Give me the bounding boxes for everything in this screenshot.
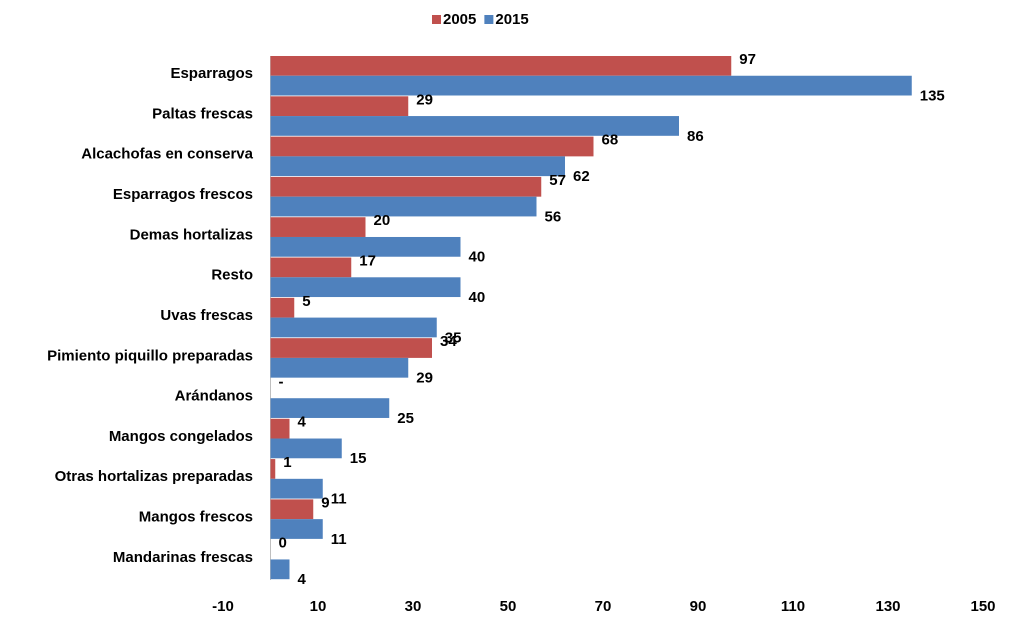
y-tick-label: Paltas frescas	[152, 105, 253, 122]
bar	[270, 438, 342, 459]
y-tick-label: Mangos frescos	[139, 509, 253, 526]
bar	[270, 459, 276, 479]
y-tick-label: Demas hortalizas	[130, 226, 253, 243]
x-tick-label: 110	[781, 598, 805, 615]
value-label: 11	[331, 531, 347, 548]
bar	[270, 156, 565, 177]
value-label: 35	[445, 329, 462, 346]
y-tick-label: Esparragos	[170, 65, 253, 82]
value-label: 15	[350, 450, 367, 467]
x-tick-label: -10	[212, 598, 234, 615]
x-tick-label: 30	[405, 598, 422, 615]
y-tick-label: Pimiento piquillo preparadas	[47, 347, 253, 364]
value-label: 68	[602, 132, 619, 149]
bar	[270, 398, 390, 418]
bar	[270, 75, 912, 96]
bar	[270, 357, 409, 378]
bar	[270, 196, 537, 217]
bar	[270, 257, 352, 278]
legend-swatch	[432, 15, 441, 24]
value-label: 97	[739, 51, 756, 68]
y-tick-label: Arándanos	[175, 388, 253, 405]
value-label: 5	[302, 293, 310, 310]
bar	[270, 116, 679, 136]
bar	[270, 519, 323, 539]
y-tick-label: Uvas frescas	[160, 307, 253, 324]
value-label: 62	[573, 168, 590, 185]
value-label: 29	[416, 370, 433, 387]
bar	[270, 478, 323, 499]
y-tick-label: Resto	[211, 267, 253, 284]
value-label: 56	[545, 208, 562, 225]
bar	[270, 418, 290, 439]
bar	[270, 56, 732, 76]
value-label: 34	[440, 333, 457, 350]
value-label: 20	[374, 212, 391, 229]
y-tick-label: Esparragos frescos	[113, 186, 253, 203]
y-tick-label: Mandarinas frescas	[113, 549, 253, 566]
bar	[270, 96, 409, 117]
x-tick-label: 130	[875, 598, 900, 615]
value-label: -	[279, 373, 284, 390]
value-label: 40	[469, 249, 486, 266]
bar	[270, 217, 366, 237]
value-label: 86	[687, 128, 704, 145]
bar	[270, 297, 295, 318]
value-label: 29	[416, 91, 433, 108]
y-tick-label: Alcachofas en conserva	[81, 146, 253, 163]
value-label: 9	[321, 494, 329, 511]
legend-swatch	[484, 15, 494, 24]
value-label: 4	[298, 414, 307, 431]
value-label: 25	[397, 410, 414, 427]
value-label: 1	[283, 454, 291, 471]
legend-label: 2015	[495, 11, 528, 28]
value-label: 57	[549, 172, 566, 189]
value-label: 11	[331, 491, 347, 508]
legend-label: 2005	[443, 11, 476, 28]
bar	[270, 338, 432, 358]
bar	[270, 499, 314, 520]
bar	[270, 317, 437, 338]
value-label: 4	[298, 571, 307, 588]
value-label: 17	[359, 253, 376, 270]
x-tick-label: 70	[595, 598, 612, 615]
bar	[270, 559, 290, 580]
value-label: 135	[920, 87, 945, 104]
bar	[270, 136, 594, 157]
y-tick-label: Mangos congelados	[109, 428, 253, 445]
value-label: 40	[469, 289, 486, 306]
x-tick-label: 150	[970, 598, 995, 615]
bar	[270, 176, 542, 197]
bar	[270, 236, 461, 257]
value-label: 0	[279, 535, 287, 552]
x-tick-label: 90	[690, 598, 707, 615]
bar	[270, 277, 461, 298]
x-tick-label: 50	[500, 598, 517, 615]
x-tick-label: 10	[310, 598, 327, 615]
y-tick-label: Otras hortalizas preparadas	[55, 468, 253, 485]
